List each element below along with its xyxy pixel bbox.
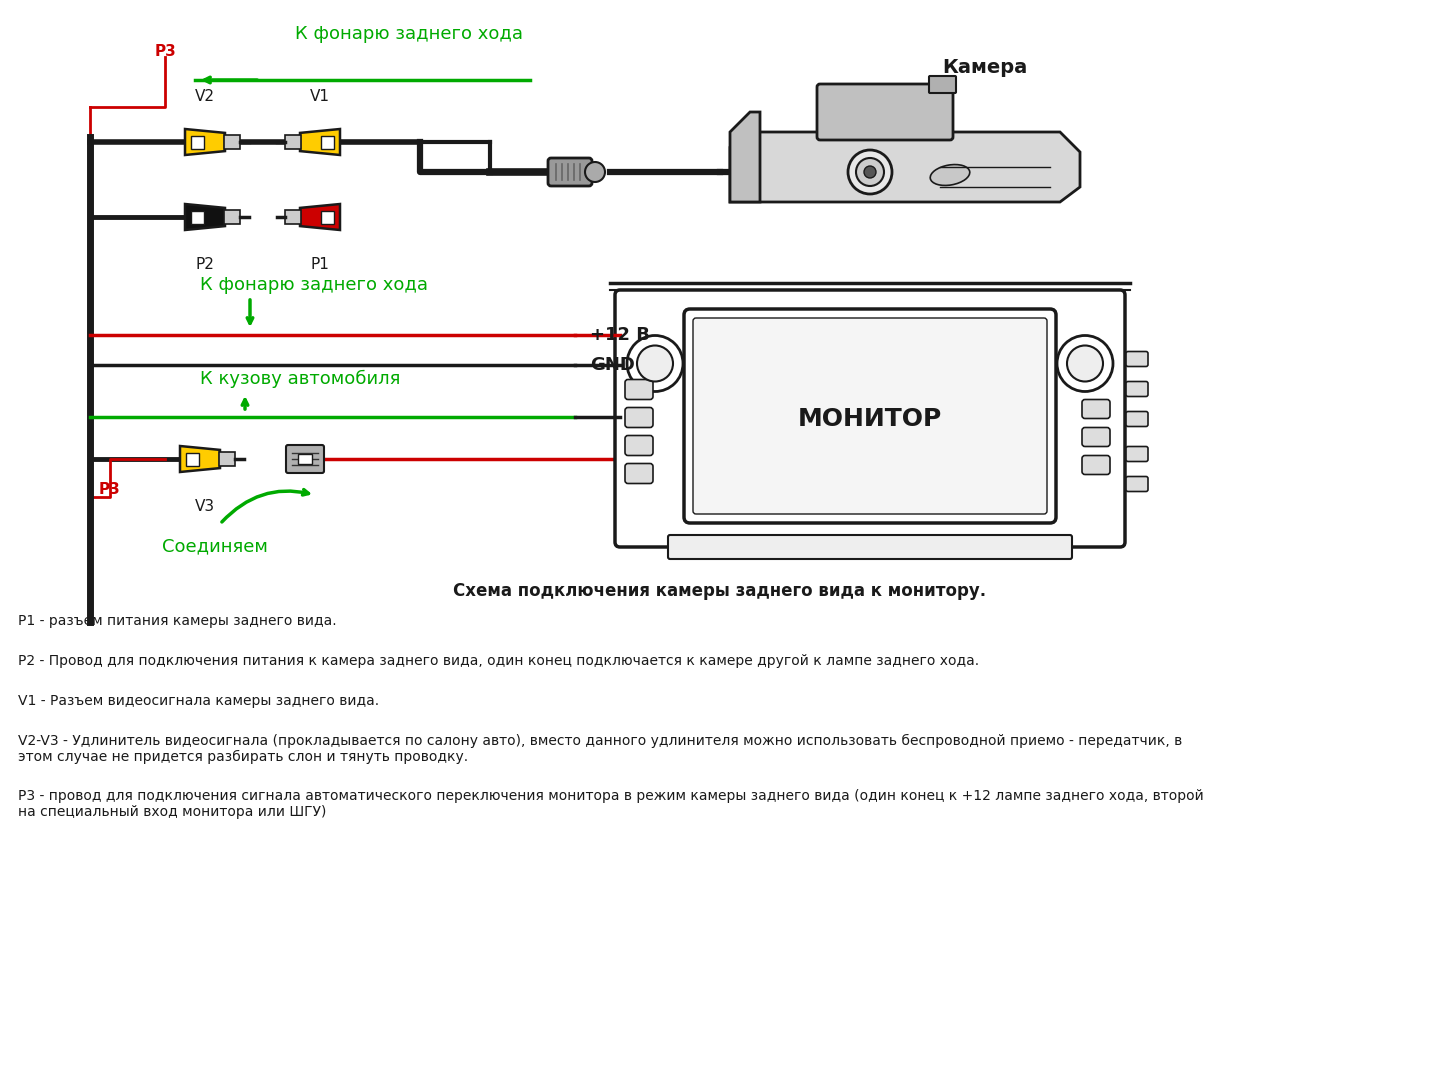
FancyBboxPatch shape xyxy=(929,76,956,93)
Polygon shape xyxy=(300,129,340,155)
FancyBboxPatch shape xyxy=(816,84,953,140)
Text: GND: GND xyxy=(590,356,635,374)
FancyBboxPatch shape xyxy=(225,210,240,224)
Text: К кузову автомобиля: К кузову автомобиля xyxy=(200,370,400,388)
Text: К фонарю заднего хода: К фонарю заднего хода xyxy=(200,276,428,294)
Polygon shape xyxy=(184,204,225,230)
FancyBboxPatch shape xyxy=(693,318,1047,513)
FancyBboxPatch shape xyxy=(625,435,652,456)
FancyBboxPatch shape xyxy=(219,452,235,466)
Circle shape xyxy=(855,158,884,187)
Text: P2: P2 xyxy=(196,257,215,272)
FancyBboxPatch shape xyxy=(192,210,204,223)
Circle shape xyxy=(1057,336,1113,391)
Text: МОНИТОР: МОНИТОР xyxy=(798,406,942,431)
FancyBboxPatch shape xyxy=(321,135,334,149)
FancyBboxPatch shape xyxy=(192,135,204,149)
FancyBboxPatch shape xyxy=(1126,412,1148,427)
Text: Р1 - разъем питания камеры заднего вида.: Р1 - разъем питания камеры заднего вида. xyxy=(17,614,337,628)
FancyBboxPatch shape xyxy=(1126,352,1148,367)
FancyBboxPatch shape xyxy=(615,291,1125,547)
Text: V2: V2 xyxy=(194,89,215,104)
FancyBboxPatch shape xyxy=(668,535,1071,559)
FancyBboxPatch shape xyxy=(285,135,301,149)
FancyBboxPatch shape xyxy=(1081,428,1110,447)
Polygon shape xyxy=(180,446,220,472)
FancyBboxPatch shape xyxy=(287,445,324,473)
Text: +12 В: +12 В xyxy=(590,326,649,344)
FancyBboxPatch shape xyxy=(1081,456,1110,475)
Text: V1: V1 xyxy=(310,89,330,104)
FancyBboxPatch shape xyxy=(298,455,312,464)
FancyBboxPatch shape xyxy=(1126,447,1148,462)
Circle shape xyxy=(864,166,876,178)
FancyBboxPatch shape xyxy=(225,135,240,149)
FancyBboxPatch shape xyxy=(549,158,592,187)
Text: К фонарю заднего хода: К фонарю заднего хода xyxy=(295,25,523,43)
FancyBboxPatch shape xyxy=(285,210,301,224)
FancyBboxPatch shape xyxy=(625,407,652,428)
Polygon shape xyxy=(730,132,1080,202)
Text: V3: V3 xyxy=(194,498,215,513)
Text: Р3 - провод для подключения сигнала автоматического переключения монитора в режи: Р3 - провод для подключения сигнала авто… xyxy=(17,789,1204,819)
Text: P3: P3 xyxy=(99,482,121,497)
Ellipse shape xyxy=(930,165,969,185)
FancyBboxPatch shape xyxy=(1081,400,1110,418)
Text: V1 - Разъем видеосигнала камеры заднего вида.: V1 - Разъем видеосигнала камеры заднего … xyxy=(17,694,379,708)
Text: V2-V3 - Удлинитель видеосигнала (прокладывается по салону авто), вместо данного : V2-V3 - Удлинитель видеосигнала (проклад… xyxy=(17,734,1182,764)
Circle shape xyxy=(1067,345,1103,382)
FancyBboxPatch shape xyxy=(1126,476,1148,491)
Text: Камера: Камера xyxy=(942,58,1028,77)
Circle shape xyxy=(636,345,672,382)
Circle shape xyxy=(626,336,683,391)
Text: Р2 - Провод для подключения питания к камера заднего вида, один конец подключает: Р2 - Провод для подключения питания к ка… xyxy=(17,654,979,668)
Circle shape xyxy=(848,150,891,194)
Polygon shape xyxy=(184,129,225,155)
Circle shape xyxy=(585,162,605,182)
Text: P3: P3 xyxy=(154,45,176,60)
Polygon shape xyxy=(730,111,760,202)
Text: Соединяем: Соединяем xyxy=(163,537,268,555)
FancyBboxPatch shape xyxy=(625,463,652,483)
Text: Схема подключения камеры заднего вида к монитору.: Схема подключения камеры заднего вида к … xyxy=(454,582,986,600)
Text: P1: P1 xyxy=(311,257,330,272)
Polygon shape xyxy=(300,204,340,230)
FancyBboxPatch shape xyxy=(186,452,199,465)
FancyBboxPatch shape xyxy=(684,309,1056,523)
FancyBboxPatch shape xyxy=(321,210,334,223)
FancyBboxPatch shape xyxy=(625,379,652,400)
FancyBboxPatch shape xyxy=(1126,382,1148,397)
